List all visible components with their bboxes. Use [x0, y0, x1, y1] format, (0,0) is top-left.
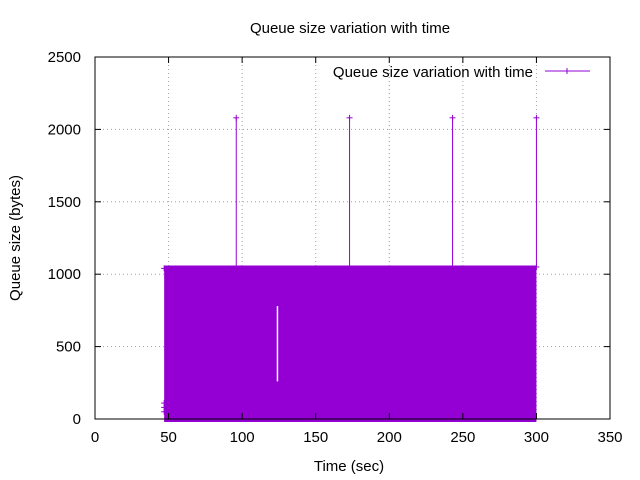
- x-tick-label: 50: [160, 429, 177, 446]
- x-tick-label: 250: [450, 429, 475, 446]
- chart-title: Queue size variation with time: [250, 20, 450, 37]
- spike-marker: [346, 114, 353, 121]
- y-tick-label: 500: [56, 339, 81, 356]
- data-point-marker: [533, 263, 540, 270]
- spike-marker: [233, 114, 240, 121]
- y-axis-label: Queue size (bytes): [7, 175, 24, 301]
- y-tick-label: 2000: [48, 121, 81, 138]
- y-tick-label: 1000: [48, 266, 81, 283]
- legend-marker: [564, 68, 570, 74]
- data-point-marker: [161, 408, 168, 415]
- data-point-marker: [161, 265, 168, 272]
- x-tick-label: 300: [524, 429, 549, 446]
- x-tick-label: 150: [303, 429, 328, 446]
- x-tick-label: 200: [377, 429, 402, 446]
- axes: 0 50 100 150 200 250 300 350 0 500 1000 1500 2000 250…: [48, 49, 623, 446]
- x-tick-label: 350: [597, 429, 622, 446]
- x-axis-label: Time (sec): [314, 458, 384, 475]
- x-tick-label: 0: [91, 429, 99, 446]
- x-tick-label: 100: [230, 429, 255, 446]
- legend-label: Queue size variation with time: [333, 64, 533, 81]
- y-tick-label: 1500: [48, 194, 81, 211]
- spike-marker: [449, 114, 456, 121]
- y-tick-label: 0: [73, 411, 81, 428]
- spike-marker: [533, 114, 540, 121]
- y-tick-label: 2500: [48, 49, 81, 66]
- plot-border: [94, 56, 611, 420]
- queue-data-band: [164, 265, 537, 422]
- legend: Queue size variation with time: [333, 64, 590, 81]
- plot-area: [161, 114, 540, 422]
